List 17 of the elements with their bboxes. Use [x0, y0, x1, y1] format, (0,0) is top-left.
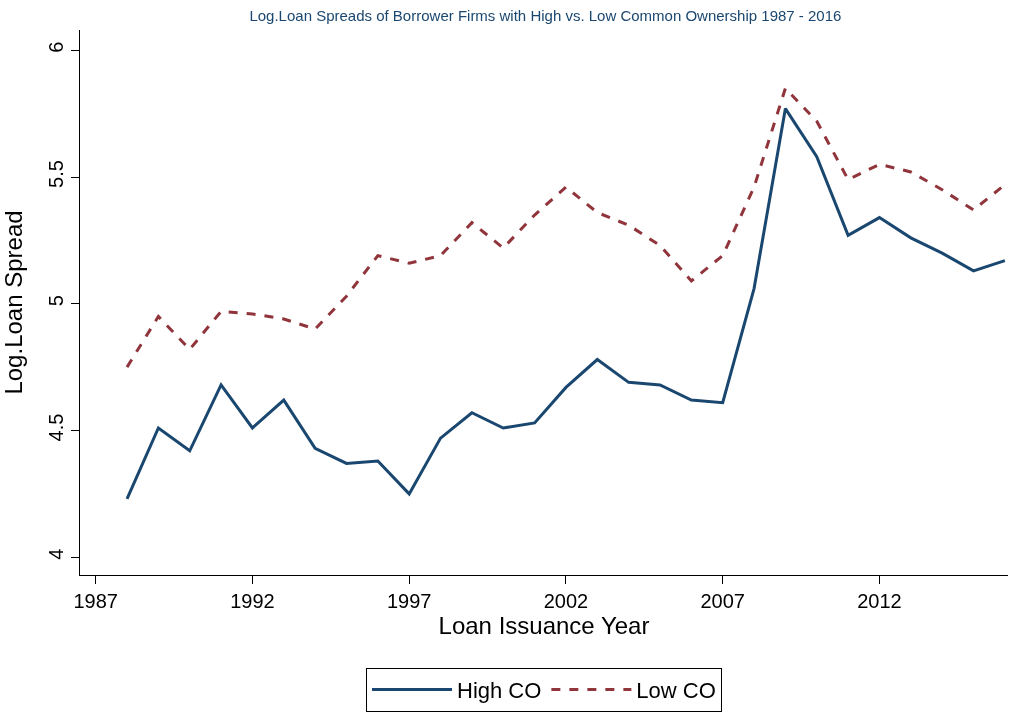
y-tick-label: 4.5 [45, 413, 67, 442]
x-tick-label: 1987 [73, 590, 118, 612]
x-tick-label: 2012 [857, 590, 902, 612]
x-tick-label: 1997 [386, 590, 432, 612]
chart-title: Log.Loan Spreads of Borrower Firms with High vs. Low Common Ownership 1987 - 2016 [249, 7, 842, 25]
y-tick-label: 5 [45, 295, 67, 307]
legend-label: High CO [457, 678, 542, 704]
legend-label: Low CO [636, 678, 716, 704]
y-tick-label: 4 [45, 548, 67, 560]
x-tick-label: 2002 [543, 590, 589, 612]
x-tick-label: 1992 [230, 590, 275, 612]
x-axis-title: Loan Issuance Year [438, 612, 650, 639]
y-tick-label: 5.5 [45, 160, 67, 188]
line-series [125, 107, 1007, 501]
x-tick-label: 2007 [700, 590, 745, 612]
y-axis-title: Log.Loan Spread [0, 210, 28, 395]
y-tick-label: 6 [45, 41, 67, 53]
